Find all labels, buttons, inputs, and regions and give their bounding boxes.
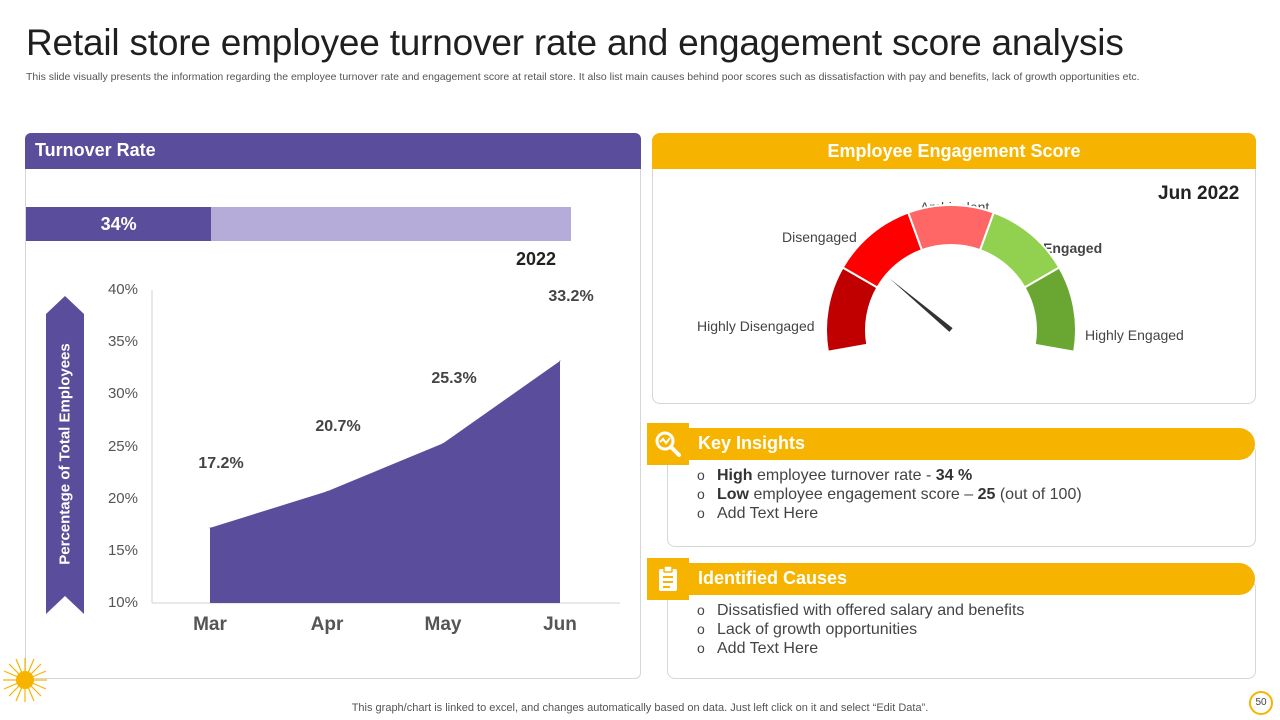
gauge-label-highly-disengaged: Highly Disengaged	[697, 318, 815, 334]
gauge-label-engaged: Engaged	[1043, 240, 1103, 256]
x-tick-label: Apr	[310, 614, 344, 635]
turnover-bar-fill: 34%	[26, 207, 212, 241]
footnote: This graph/chart is linked to excel, and…	[351, 702, 929, 714]
y-tick-label: 25%	[107, 437, 138, 455]
y-tick-label: 20%	[107, 489, 138, 507]
insight-item: Add Text Here	[697, 504, 1082, 523]
ylabel-ribbon	[46, 296, 84, 614]
sun-decoration-icon	[3, 658, 47, 702]
cause-item: Lack of growth opportunities	[697, 620, 1024, 639]
y-tick-label: 30%	[107, 385, 138, 403]
insights-header: Key Insights	[688, 428, 1255, 460]
turnover-year: 2022	[516, 249, 557, 269]
page-number: 50	[1249, 691, 1273, 715]
gauge-period: Jun 2022	[1158, 183, 1240, 204]
data-label: 25.3%	[431, 370, 477, 388]
y-tick-label: 35%	[107, 333, 138, 351]
turnover-header: Turnover Rate	[25, 133, 641, 169]
x-tick-label: Mar	[193, 614, 227, 635]
turnover-rate-label: 34%	[100, 213, 137, 234]
engagement-header: Employee Engagement Score	[652, 133, 1256, 169]
cause-item: Dissatisfied with offered salary and ben…	[697, 601, 1024, 620]
gauge-label-highly-engaged: Highly Engaged	[1085, 327, 1184, 343]
page-subtitle: This slide visually presents the informa…	[26, 71, 1140, 83]
y-axis-label: Percentage of Total Employees	[56, 343, 74, 565]
insight-item: High employee turnover rate - 34 %	[697, 466, 1082, 485]
data-label: 33.2%	[548, 287, 594, 305]
causes-header: Identified Causes	[688, 563, 1255, 595]
gauge-label-ambivalent: Ambivalent	[920, 199, 990, 215]
gauge-label-disengaged: Disengaged	[782, 229, 857, 245]
y-tick-label: 40%	[107, 281, 138, 298]
insight-item: Low employee engagement score – 25 (out …	[697, 485, 1082, 504]
y-tick-label: 10%	[107, 594, 138, 611]
page-title: Retail store employee turnover rate and …	[26, 22, 1124, 63]
causes-list: Dissatisfied with offered salary and ben…	[697, 601, 1024, 658]
magnifier-chart-icon	[647, 423, 689, 465]
cause-item: Add Text Here	[697, 639, 1024, 658]
clipboard-icon	[647, 558, 689, 600]
engagement-panel	[652, 133, 1256, 404]
data-label: 20.7%	[315, 418, 361, 436]
y-tick-label: 15%	[107, 541, 138, 559]
data-label: 17.2%	[198, 454, 244, 472]
x-tick-label: Jun	[543, 614, 577, 635]
x-tick-label: May	[424, 614, 462, 635]
insights-list: High employee turnover rate - 34 % Low e…	[697, 466, 1082, 523]
